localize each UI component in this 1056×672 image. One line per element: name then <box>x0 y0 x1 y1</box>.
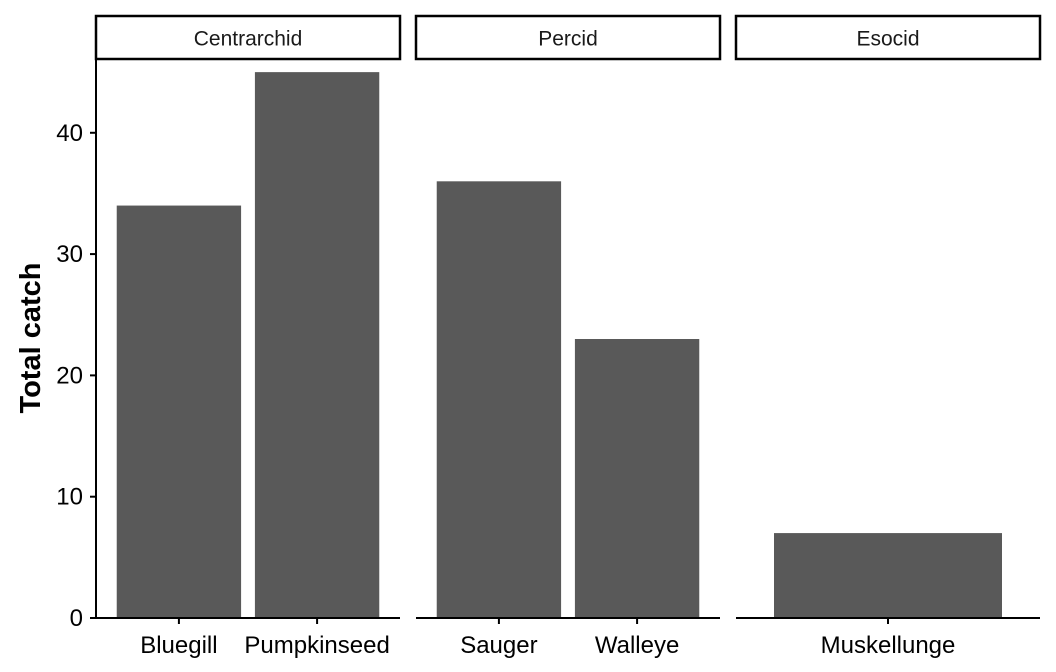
y-tick-label: 10 <box>56 484 83 511</box>
bar-sauger <box>436 181 562 618</box>
y-tick-label: 0 <box>70 605 83 632</box>
bar-muskellunge <box>774 533 1002 618</box>
y-axis: 0 10 20 30 40 <box>56 60 97 632</box>
bar-bluegill <box>116 205 242 618</box>
facet-strip-label: Percid <box>538 28 598 51</box>
x-tick-label: Bluegill <box>140 632 217 659</box>
facet-panels: Centrarchid Bluegill Pumpkinseed Percid Saug… <box>94 14 1042 659</box>
x-tick-label: Muskellunge <box>821 632 956 659</box>
facet-strip <box>734 14 1042 61</box>
x-tick-label: Sauger <box>460 632 537 659</box>
y-tick-label: 40 <box>56 120 83 147</box>
bar-walleye <box>574 339 700 618</box>
facet-strip-label: Esocid <box>856 28 919 51</box>
facet-panel-percid: Percid Sauger Walleye <box>414 14 722 659</box>
x-tick-label: Walleye <box>595 632 679 659</box>
x-tick-label: Pumpkinseed <box>244 632 389 659</box>
facet-strip <box>414 14 722 61</box>
bar-pumpkinseed <box>254 72 380 618</box>
facet-panel-esocid: Esocid Muskellunge <box>734 14 1042 659</box>
facet-strip <box>94 14 402 61</box>
y-axis-label: Total catch <box>15 263 47 414</box>
facet-panel-centrarchid: Centrarchid Bluegill Pumpkinseed <box>94 14 402 659</box>
facet-strip-label: Centrarchid <box>194 28 303 51</box>
y-tick-label: 20 <box>56 362 83 389</box>
y-tick-label: 30 <box>56 241 83 268</box>
